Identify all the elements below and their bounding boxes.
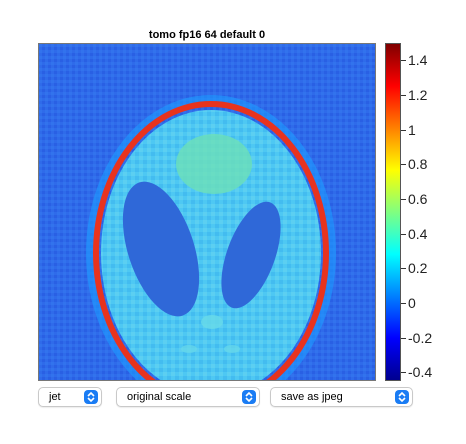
image-title: tomo fp16 64 default 0: [148, 29, 266, 41]
colorbar-tick: [401, 233, 406, 235]
colormap-select[interactable]: jet: [38, 387, 102, 407]
colorbar: [385, 43, 401, 381]
colorbar-tick-label: 0: [408, 295, 416, 311]
chevron-updown-icon: [84, 390, 98, 404]
colorbar-tick: [401, 337, 406, 339]
outer-ring-glow: [86, 95, 336, 380]
colorbar-tick-label: 0.4: [408, 225, 428, 242]
colorbar-tick-label: 1.4: [408, 52, 428, 69]
colorbar-tick: [401, 199, 406, 200]
colorbar-tick-label: 1: [408, 121, 416, 138]
chevron-updown-icon: [242, 390, 256, 404]
colorbar-tick: [401, 129, 406, 131]
colorbar-tick: [401, 164, 406, 166]
colorbar-tick: [401, 95, 406, 96]
head-interior: [101, 110, 321, 380]
colorbar-tick-label: 0.2: [408, 260, 428, 277]
tomography-image: [38, 43, 376, 381]
small-blob-1: [201, 315, 223, 329]
small-blob-2: [181, 345, 197, 353]
save-select[interactable]: save as jpeg: [270, 387, 413, 407]
colorbar-tick: [401, 268, 406, 270]
colorbar-tick-label: 0.8: [408, 156, 428, 173]
ventricle-left: [122, 181, 200, 317]
colorbar-tick-label: -0.2: [408, 329, 433, 346]
colorbar-tick-label: 0.6: [408, 191, 428, 207]
bright-region: [176, 134, 252, 194]
colorbar-tick: [401, 303, 406, 304]
colorbar-tick: [401, 60, 406, 62]
colorbar-tick-label: 1.2: [408, 87, 428, 103]
save-select-value: save as jpeg: [281, 391, 343, 403]
ventricle-right: [221, 201, 281, 309]
scale-select-value: original scale: [127, 391, 192, 403]
small-blob-3: [224, 345, 240, 353]
scale-select[interactable]: original scale: [116, 387, 260, 407]
colorbar-tick-label: -0.4: [408, 364, 433, 381]
colorbar-tick: [401, 372, 406, 374]
chevron-updown-icon: [395, 390, 409, 404]
colormap-select-value: jet: [49, 391, 61, 403]
outer-ring: [93, 101, 329, 380]
